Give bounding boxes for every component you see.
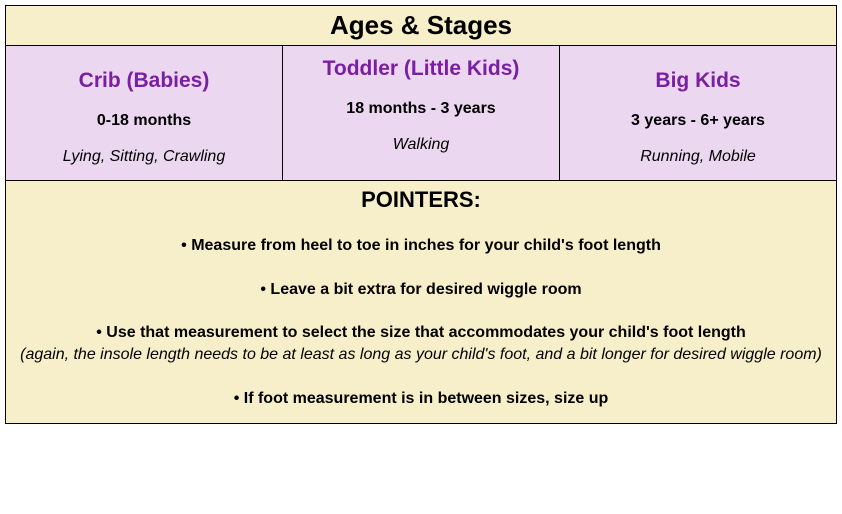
table-header-row: Ages & Stages — [6, 6, 836, 46]
pointers-section: POINTERS: • Measure from heel to toe in … — [6, 181, 836, 423]
stages-row: Crib (Babies) 0-18 months Lying, Sitting… — [6, 46, 836, 181]
ages-stages-table: Ages & Stages Crib (Babies) 0-18 months … — [5, 5, 837, 424]
pointer-item: • If foot measurement is in between size… — [14, 388, 828, 410]
stage-behavior: Running, Mobile — [566, 148, 830, 166]
stage-age: 18 months - 3 years — [289, 100, 553, 118]
stage-age: 0-18 months — [12, 112, 276, 130]
stage-cell-toddler: Toddler (Little Kids) 18 months - 3 year… — [282, 46, 559, 180]
pointer-item: • Leave a bit extra for desired wiggle r… — [14, 279, 828, 301]
stage-title: Crib (Babies) — [12, 56, 276, 106]
stage-cell-bigkids: Big Kids 3 years - 6+ years Running, Mob… — [559, 46, 836, 180]
pointer-item: • Measure from heel to toe in inches for… — [14, 235, 828, 257]
stage-title: Big Kids — [566, 56, 830, 106]
stage-behavior: Walking — [289, 136, 553, 154]
pointer-note: (again, the insole length needs to be at… — [14, 344, 828, 366]
stage-behavior: Lying, Sitting, Crawling — [12, 148, 276, 166]
pointers-heading: POINTERS: — [14, 187, 828, 213]
pointer-item: • Use that measurement to select the siz… — [14, 322, 828, 344]
table-title: Ages & Stages — [330, 10, 512, 40]
stage-cell-crib: Crib (Babies) 0-18 months Lying, Sitting… — [6, 46, 282, 180]
stage-title: Toddler (Little Kids) — [289, 56, 553, 82]
stage-age: 3 years - 6+ years — [566, 112, 830, 130]
